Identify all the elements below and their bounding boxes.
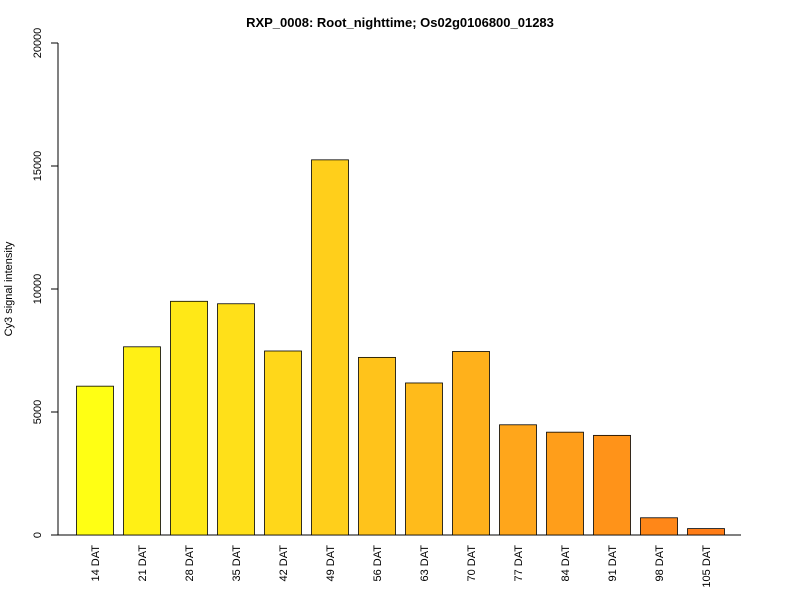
x-tick-label: 35 DAT [231, 545, 243, 582]
x-tick-label: 21 DAT [137, 545, 149, 582]
x-tick-label: 105 DAT [701, 545, 713, 588]
x-tick-label: 91 DAT [607, 545, 619, 582]
bar-63-dat [405, 382, 443, 536]
x-tick-label: 14 DAT [90, 545, 102, 582]
bar-98-dat [640, 517, 678, 536]
x-tick-label: 49 DAT [325, 545, 337, 582]
bars [76, 159, 725, 536]
x-tick-label: 63 DAT [419, 545, 431, 582]
x-tick-label: 28 DAT [184, 545, 196, 582]
y-tick-label: 20000 [32, 28, 44, 59]
y-axis-label: Cy3 signal intensity [3, 241, 15, 336]
y-tick-label: 5000 [32, 400, 44, 424]
bar-91-dat [593, 434, 631, 536]
x-tick-labels: 14 DAT 21 DAT 28 DAT 35 DAT 42 DAT 49 DAT 56 D… [90, 545, 713, 588]
bar-56-dat [358, 356, 396, 536]
y-tick-label: 0 [32, 532, 44, 538]
x-tick-label: 70 DAT [466, 545, 478, 582]
bar-70-dat [452, 351, 490, 536]
y-ticks: 0 5000 10000 15000 20000 [32, 28, 58, 538]
x-tick-label: 84 DAT [560, 545, 572, 582]
x-tick-label: 98 DAT [654, 545, 666, 582]
bar-84-dat [546, 431, 584, 536]
bar-14-dat [76, 385, 114, 536]
bar-77-dat [499, 424, 537, 536]
bar-28-dat [170, 300, 208, 536]
bar-21-dat [123, 346, 161, 536]
y-tick-label: 10000 [32, 274, 44, 305]
chart-title: RXP_0008: Root_nighttime; Os02g0106800_0… [246, 15, 554, 30]
x-tick-label: 42 DAT [278, 545, 290, 582]
bar-42-dat [264, 350, 302, 536]
bar-35-dat [217, 303, 255, 536]
bar-105-dat [687, 528, 725, 536]
bar-49-dat [311, 159, 349, 536]
x-tick-label: 77 DAT [513, 545, 525, 582]
y-tick-label: 15000 [32, 151, 44, 182]
x-tick-label: 56 DAT [372, 545, 384, 582]
